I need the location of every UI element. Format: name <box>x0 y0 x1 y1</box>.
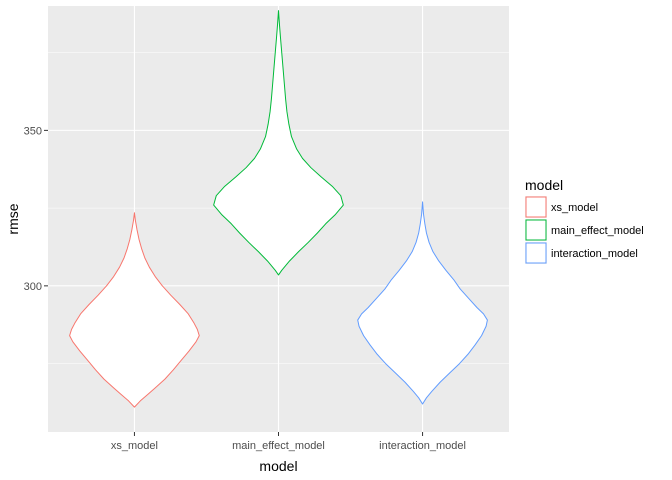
x-tick-label: xs_model <box>111 440 158 452</box>
y-tick-label: 300 <box>24 281 42 293</box>
x-tick-label: interaction_model <box>379 440 466 452</box>
y-axis: 300 350 <box>24 125 48 293</box>
violin-interaction_model <box>357 201 488 405</box>
x-axis-title: model <box>259 458 297 474</box>
legend-key-interaction_model <box>525 242 547 264</box>
legend-label: xs_model <box>551 202 598 214</box>
violin-xs_model <box>69 212 200 408</box>
legend: model xs_model main_effect_model interacti… <box>525 177 644 264</box>
x-tick-label: main_effect_model <box>232 440 325 452</box>
violins <box>69 10 488 408</box>
legend-label: interaction_model <box>551 248 638 260</box>
legend-key-xs_model <box>525 196 547 218</box>
violin-main_effect_model <box>213 10 344 276</box>
x-axis: xs_model main_effect_model interaction_mod… <box>111 432 466 452</box>
legend-label: main_effect_model <box>551 225 644 237</box>
y-axis-title: rmse <box>5 203 21 234</box>
legend-key-main_effect_model <box>525 219 547 241</box>
y-tick-label: 350 <box>24 125 42 137</box>
legend-title: model <box>525 177 563 193</box>
